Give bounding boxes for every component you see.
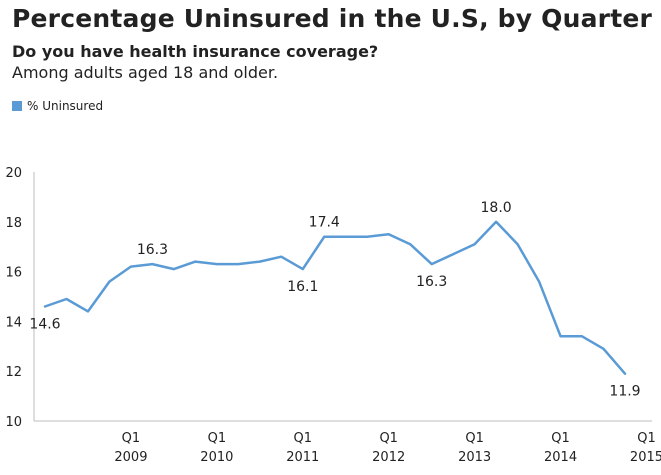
data-label: 17.4 bbox=[309, 215, 340, 231]
x-tick-label-year: 2010 bbox=[200, 450, 233, 465]
x-tick-label-year: 2009 bbox=[114, 450, 147, 465]
x-tick-label-quarter: Q1 bbox=[122, 431, 141, 446]
chart-subtitle-population: Among adults aged 18 and older. bbox=[12, 63, 279, 82]
chart-legend: % Uninsured bbox=[12, 99, 103, 113]
data-label: 11.9 bbox=[609, 384, 640, 400]
y-tick-label: 20 bbox=[5, 166, 22, 181]
x-tick-label-year: 2012 bbox=[372, 450, 405, 465]
x-tick-label-quarter: Q1 bbox=[551, 431, 570, 446]
data-label: 16.3 bbox=[137, 242, 168, 258]
data-label: 18.0 bbox=[481, 200, 512, 216]
x-tick-label-quarter: Q1 bbox=[208, 431, 227, 446]
x-tick-label-year: 2014 bbox=[544, 450, 577, 465]
legend-label: % Uninsured bbox=[27, 99, 104, 113]
data-label: 16.1 bbox=[287, 279, 318, 295]
x-tick-label-quarter: Q1 bbox=[294, 431, 313, 446]
data-label: 14.6 bbox=[29, 316, 60, 332]
x-tick-label-year: 2013 bbox=[458, 450, 491, 465]
x-tick-label-quarter: Q1 bbox=[637, 431, 656, 446]
y-tick-label: 14 bbox=[5, 315, 22, 330]
x-tick-label-quarter: Q1 bbox=[465, 431, 484, 446]
chart-subtitle: Do you have health insurance coverage? bbox=[12, 42, 379, 61]
legend-swatch bbox=[12, 101, 22, 111]
x-tick-label-year: 2011 bbox=[286, 450, 319, 465]
series-line-uninsured bbox=[43, 220, 627, 375]
y-tick-label: 16 bbox=[5, 266, 22, 281]
y-tick-label: 18 bbox=[5, 216, 22, 231]
chart-title: Percentage Uninsured in the U.S, by Quar… bbox=[12, 4, 653, 33]
y-tick-label: 12 bbox=[5, 365, 22, 380]
x-tick-label-quarter: Q1 bbox=[379, 431, 398, 446]
x-tick-label-year: 2015 bbox=[630, 450, 661, 465]
y-tick-label: 10 bbox=[5, 415, 22, 430]
data-label: 16.3 bbox=[416, 274, 447, 290]
